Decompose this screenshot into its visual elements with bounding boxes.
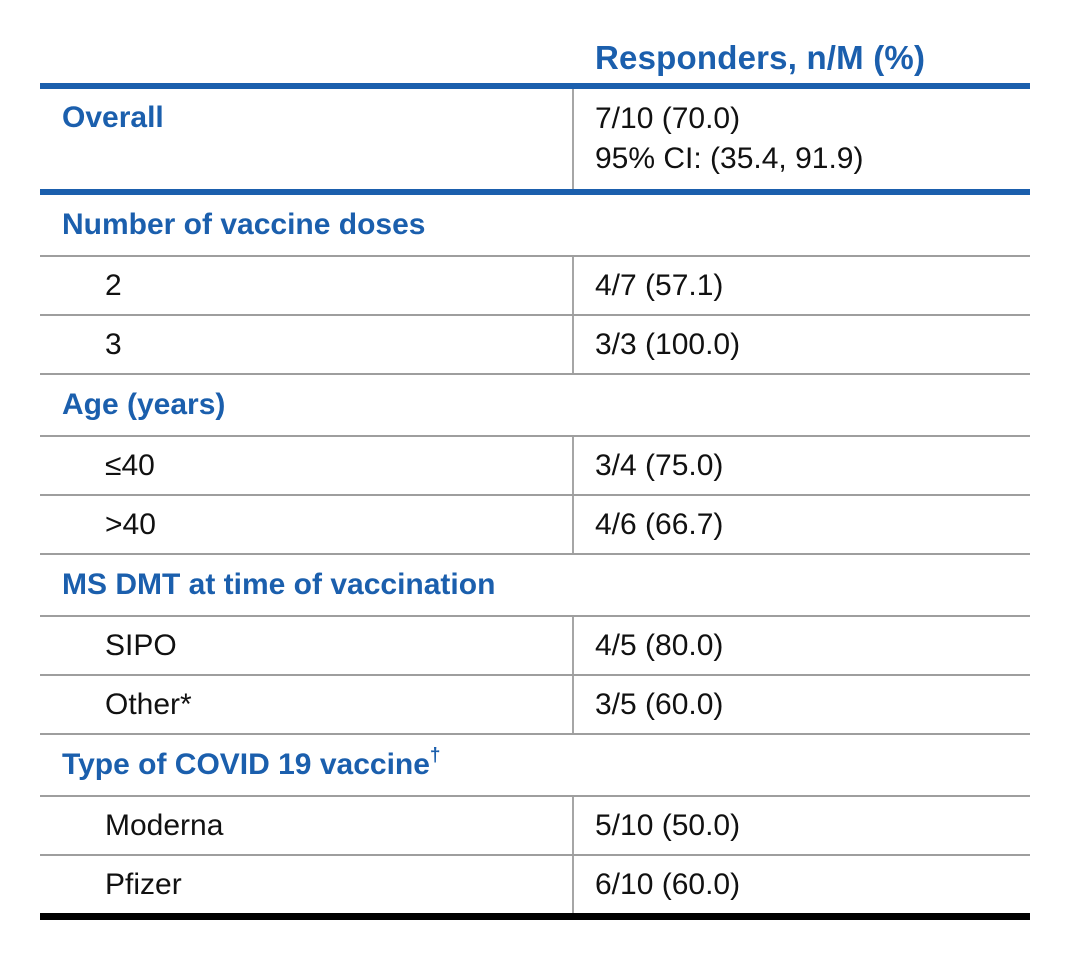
table-row-age-le40: ≤40 3/4 (75.0): [40, 437, 1030, 494]
row-label: SIPO: [105, 628, 177, 662]
row-label: Other*: [105, 687, 192, 721]
overall-ci: 95% CI: (35.4, 91.9): [595, 142, 864, 175]
section-header-ms-dmt: MS DMT at time of vaccination: [40, 555, 1030, 615]
gray-rule: [40, 733, 1030, 735]
row-value-cell: 5/10 (50.0): [572, 797, 1030, 854]
row-value-cell: 4/7 (57.1): [572, 257, 1030, 314]
row-value: 4/7 (57.1): [595, 268, 724, 302]
gray-rule: [40, 553, 1030, 555]
table-row-other-dmt: Other* 3/5 (60.0): [40, 676, 1030, 733]
gray-rule: [40, 854, 1030, 856]
row-label: 2: [105, 268, 122, 302]
overall-label-cell: Overall: [40, 89, 572, 189]
row-value: 3/4 (75.0): [595, 448, 724, 482]
row-label: Moderna: [105, 808, 224, 842]
overall-row: Overall 7/10 (70.0) 95% CI: (35.4, 91.9): [40, 89, 1030, 189]
row-value-cell: 4/5 (80.0): [572, 617, 1030, 674]
section-title: Age (years): [40, 375, 225, 435]
gray-rule: [40, 373, 1030, 375]
gray-rule: [40, 435, 1030, 437]
row-label-cell: Moderna: [40, 797, 572, 854]
row-label-cell: 2: [40, 257, 572, 314]
section-title-text: Type of COVID 19 vaccine: [62, 748, 430, 781]
row-value-cell: 4/6 (66.7): [572, 496, 1030, 553]
section-title-text: MS DMT at time of vaccination: [62, 568, 496, 601]
row-value: 6/10 (60.0): [595, 867, 741, 901]
bottom-black-rule: [40, 913, 1030, 920]
row-value: 3/3 (100.0): [595, 327, 741, 361]
section-header-age: Age (years): [40, 375, 1030, 435]
row-label-cell: SIPO: [40, 617, 572, 674]
gray-rule: [40, 615, 1030, 617]
row-value-cell: 3/5 (60.0): [572, 676, 1030, 733]
table-header-row: Responders, n/M (%): [40, 25, 1030, 83]
table-row-doses-3: 3 3/3 (100.0): [40, 316, 1030, 373]
row-value: 4/5 (80.0): [595, 628, 724, 662]
responders-table: Responders, n/M (%) Overall 7/10 (70.0) …: [40, 25, 1030, 920]
row-value-cell: 3/3 (100.0): [572, 316, 1030, 373]
row-value-cell: 3/4 (75.0): [572, 437, 1030, 494]
gray-rule: [40, 314, 1030, 316]
table-row-age-gt40: >40 4/6 (66.7): [40, 496, 1030, 553]
row-value: 4/6 (66.7): [595, 507, 724, 541]
row-label-cell: Pfizer: [40, 856, 572, 913]
table-row-moderna: Moderna 5/10 (50.0): [40, 797, 1030, 854]
gray-rule: [40, 674, 1030, 676]
overall-value-cell: 7/10 (70.0) 95% CI: (35.4, 91.9): [572, 89, 1030, 189]
overall-value: 7/10 (70.0): [595, 102, 741, 135]
section-title: MS DMT at time of vaccination: [40, 555, 495, 615]
gray-rule: [40, 795, 1030, 797]
row-label: Pfizer: [105, 867, 182, 901]
row-label: 3: [105, 327, 122, 361]
table-row-sipo: SIPO 4/5 (80.0): [40, 617, 1030, 674]
row-label-cell: Other*: [40, 676, 572, 733]
table-row-pfizer: Pfizer 6/10 (60.0): [40, 856, 1030, 913]
header-empty-cell: [40, 25, 572, 83]
section-title: Number of vaccine doses: [40, 195, 425, 255]
row-label: >40: [105, 507, 156, 541]
section-title-text: Age (years): [62, 388, 226, 421]
row-value: 5/10 (50.0): [595, 808, 741, 842]
overall-label: Overall: [62, 101, 164, 134]
column-header-responders: Responders, n/M (%): [595, 39, 926, 76]
row-label-cell: ≤40: [40, 437, 572, 494]
section-title-text: Number of vaccine doses: [62, 208, 426, 241]
row-label-cell: >40: [40, 496, 572, 553]
section-title: Type of COVID 19 vaccine †: [62, 745, 441, 781]
section-header-vaccine-doses: Number of vaccine doses: [40, 195, 1030, 255]
row-label-cell: 3: [40, 316, 572, 373]
row-label: ≤40: [105, 448, 155, 482]
gray-rule: [40, 255, 1030, 257]
section-header-vaccine-type: Type of COVID 19 vaccine †: [40, 735, 1030, 795]
overall-bottom-blue-rule: [40, 189, 1030, 195]
top-blue-rule: [40, 83, 1030, 89]
row-value: 3/5 (60.0): [595, 687, 724, 721]
row-value-cell: 6/10 (60.0): [572, 856, 1030, 913]
table-row-doses-2: 2 4/7 (57.1): [40, 257, 1030, 314]
header-value-cell: Responders, n/M (%): [572, 25, 1030, 83]
gray-rule: [40, 494, 1030, 496]
